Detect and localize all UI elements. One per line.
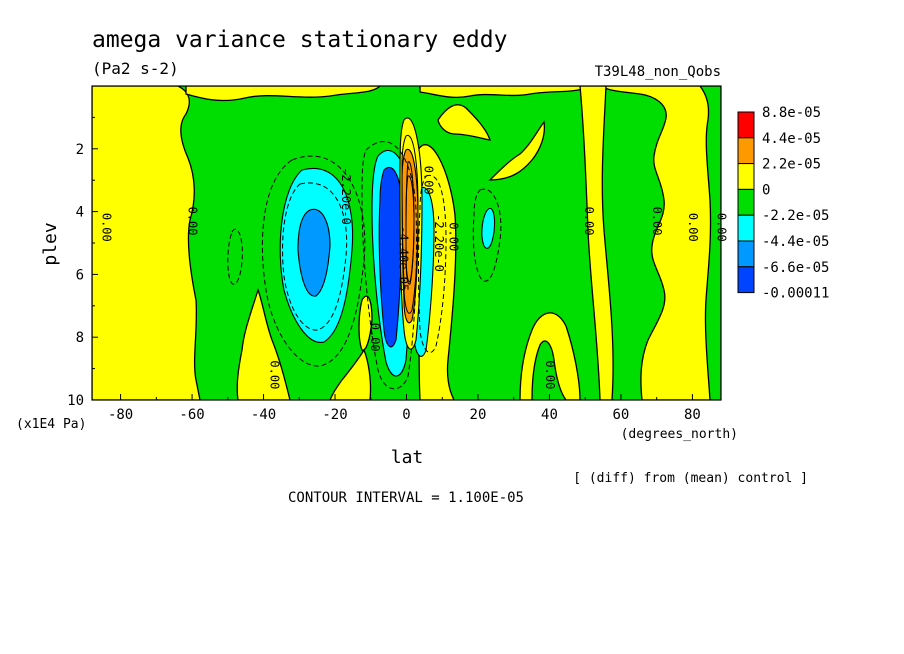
y-tick-label: 6 [76,267,84,283]
contour-label: 0.00 [686,213,700,242]
contour-label: 0.00 [100,213,114,242]
contour-label: 0.00 [714,213,728,242]
region-pos-tongue-north [437,104,491,141]
contour-label: 0.00 [368,323,382,352]
region-pos-southwest [92,86,201,400]
contour-label: -2.20e-0 [432,214,446,272]
legend-swatch [737,266,755,294]
chart-units: (Pa2 s-2) [92,59,179,78]
legend-swatch [737,214,755,242]
region-pos-top-right [419,86,591,98]
legend-label: 4.4e-05 [762,131,821,147]
legend-label: 2.2e-05 [762,157,821,173]
x-tick-label: -40 [251,407,276,423]
x-tick-label: 40 [541,407,558,423]
contour-label: 0.00 [421,166,435,195]
legend-swatch [737,188,755,216]
contour-label: 0.00 [446,222,460,251]
region-pos-north-lower [519,312,581,400]
contour-label: -4.40e-05 [396,226,410,291]
x-axis-label: lat [391,447,424,468]
y-axis: 2 4 6 8 10 [67,116,98,409]
run-id: T39L48_non_Qobs [595,64,721,80]
x-axis: -80 -60 -40 -20 0 20 40 60 80 [108,394,701,423]
contour-label: 0.00 [543,360,557,389]
legend-swatch [737,240,755,268]
legend-label: -6.6e-05 [762,260,829,276]
contour-labels: 0.00 0.000.00-2.20e-00.00-4.40e-050.00-2.… [100,166,729,390]
y-tick-label: 10 [67,393,84,409]
legend: 8.8e-05 4.4e-05 2.2e-05 0 -2.2e-05 -4.4e-05 -6… [737,105,829,302]
region-pos-near-equator-south [358,295,373,351]
legend-swatch [737,163,755,190]
diff-note: [ (diff) from (mean) control ] [573,471,808,486]
y-axis-label: plev [40,222,61,265]
x-axis-units: (degrees_north) [621,427,738,442]
plot-area [92,86,721,400]
y-tick-label: 4 [76,205,84,221]
x-tick-label: -80 [108,407,133,423]
region-pos-northeast [599,86,721,400]
legend-label: -2.2e-05 [762,208,829,224]
legend-label: -4.4e-05 [762,234,829,250]
y-tick-label: 2 [76,142,84,158]
region-pos-east-strip [579,86,614,400]
y-tick-label: 8 [76,330,84,346]
positive-contours [401,134,419,314]
region-pos-top-strip [185,86,381,102]
contour-label: 0.00 [650,207,664,236]
legend-label: 0 [762,182,770,198]
region-neg-south-core [297,208,331,297]
x-tick-label: -20 [322,407,347,423]
y-axis-units: (x1E4 Pa) [16,417,86,432]
chart-title: amega variance stationary eddy [92,27,507,53]
legend-label: 8.8e-05 [762,105,821,121]
contour-label: 0.00 [268,360,282,389]
x-tick-label: 60 [613,407,630,423]
region-pos-spike-north [488,120,546,181]
region-pos-mid-bottom [329,348,372,400]
region-pos-north-strip [699,86,721,400]
legend-swatch [737,137,755,165]
region-neg-north [481,207,496,249]
x-tick-label: 80 [684,407,701,423]
x-tick-label: 20 [470,407,487,423]
legend-swatch [737,111,755,139]
contour-label: 0.00 [185,207,199,236]
contour-interval: CONTOUR INTERVAL = 1.100E-05 [288,490,524,506]
x-tick-label: -60 [179,407,204,423]
region-pos-south-bottom [236,288,291,400]
legend-label: -0.00011 [762,286,829,302]
contour-label: -2.20e-0 [339,167,353,225]
x-tick-label: 0 [402,407,410,423]
contour-label: 0.00 [582,207,596,236]
